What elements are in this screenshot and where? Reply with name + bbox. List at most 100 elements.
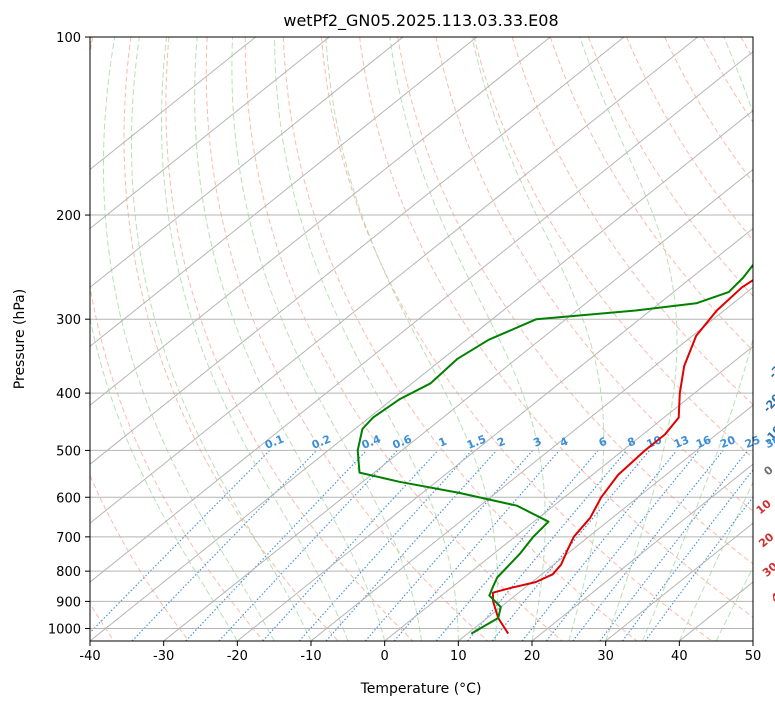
dry-adiabat — [397, 37, 753, 565]
x-tick-label: 20 — [524, 649, 541, 664]
dry-adiabat — [321, 37, 713, 641]
dry-adiabat — [435, 37, 753, 512]
isotherm — [163, 168, 753, 641]
mixing-ratio-label: 0.6 — [391, 432, 414, 451]
mixing-ratio-line — [393, 450, 560, 641]
y-tick-label: 400 — [56, 387, 81, 402]
moist-adiabat — [103, 37, 275, 641]
y-tick-label: 900 — [56, 595, 81, 610]
moist-adiabat — [90, 37, 238, 641]
moist-adiabat-label: 30 — [760, 560, 775, 580]
mixing-ratio-label: 20 — [718, 433, 737, 451]
background-lines — [90, 37, 753, 641]
isotherm — [90, 37, 477, 347]
x-tick-label: 10 — [450, 649, 467, 664]
dry-adiabat — [740, 37, 753, 60]
moist-adiabat — [231, 37, 422, 641]
mixing-ratio-label: 6 — [597, 435, 609, 450]
mixing-ratio-line — [644, 496, 753, 641]
moist-adiabat — [161, 37, 349, 641]
mixing-ratio-line — [621, 469, 753, 641]
isotherm — [310, 286, 753, 641]
dry-adiabat — [626, 37, 753, 241]
dry-adiabat-label: -20 — [761, 391, 775, 415]
y-axis: 100 200 300 400 500 600 700 800 900 1000 — [48, 31, 90, 637]
dry-adiabat — [282, 37, 638, 641]
moist-adiabat — [715, 566, 753, 641]
mixing-ratio-line — [599, 450, 749, 641]
x-axis: -40 -30 -20 -10 0 10 20 30 40 50 — [79, 641, 761, 664]
isotherm — [679, 581, 753, 641]
isotherm — [90, 37, 404, 289]
moist-adiabat-label: 10 — [754, 497, 774, 517]
isotherm — [90, 37, 698, 524]
dry-adiabat — [90, 474, 190, 641]
moist-adiabat — [471, 37, 605, 641]
moist-adiabat — [579, 37, 678, 641]
isotherm — [90, 51, 753, 583]
line-labels: -100-90-80-70-60-50-40-30-20-10010203040… — [263, 357, 775, 605]
moist-adiabat — [389, 37, 546, 641]
y-tick-label: 100 — [56, 31, 81, 46]
isotherm — [384, 345, 753, 641]
dewpoint-profile — [356, 263, 753, 635]
x-tick-label: 40 — [671, 649, 688, 664]
moist-adiabat — [325, 37, 499, 641]
mixing-ratio-line — [185, 450, 367, 641]
y-tick-label: 200 — [56, 209, 81, 224]
isotherm — [90, 37, 330, 230]
mixing-ratio-label: 0.4 — [360, 432, 383, 451]
x-tick-label: 30 — [597, 649, 614, 664]
profiles — [356, 263, 753, 635]
mixing-ratio-line — [572, 450, 724, 641]
y-tick-label: 300 — [56, 313, 81, 328]
mixing-ratio-line — [218, 450, 398, 641]
mixing-ratio-line — [262, 450, 439, 641]
moist-adiabat — [274, 37, 459, 641]
mixing-ratio-label: 13 — [672, 433, 691, 451]
mixing-ratio-line — [90, 450, 271, 634]
dry-adiabat — [90, 37, 264, 641]
moist-adiabat — [678, 481, 753, 641]
y-tick-label: 700 — [56, 531, 81, 546]
x-tick-label: -40 — [79, 649, 100, 664]
isotherm — [237, 227, 753, 641]
mixing-ratio-label: 2 — [495, 435, 507, 450]
dry-adiabat — [511, 37, 753, 406]
mixing-ratio-line — [545, 450, 700, 641]
x-tick-label: 0 — [381, 649, 389, 664]
moist-adiabat — [642, 37, 753, 641]
mixing-ratio-label: 16 — [694, 433, 713, 451]
mixing-ratio-line — [521, 450, 678, 641]
dry-adiabat — [473, 37, 753, 459]
plot-frame — [89, 36, 754, 642]
x-tick-label: 50 — [745, 649, 762, 664]
x-tick-label: -10 — [300, 649, 321, 664]
dry-adiabat — [165, 37, 414, 641]
isotherm — [90, 37, 551, 406]
moist-adiabat — [194, 37, 386, 641]
isotherm — [90, 37, 256, 171]
mixing-ratio-line — [435, 450, 599, 641]
moist-adiabat-label: 0 — [761, 463, 775, 478]
mixing-ratio-line — [491, 450, 650, 641]
y-tick-label: 500 — [56, 444, 81, 459]
dry-adiabat — [664, 37, 753, 184]
dry-adiabat — [205, 37, 488, 641]
moist-adiabat-label: 40 — [769, 585, 775, 605]
mixing-ratio-label: 30 — [764, 433, 775, 451]
chart-title: wetPf2_GN05.2025.113.03.33.E08 — [283, 11, 558, 31]
mixing-ratio-label: 0.1 — [263, 432, 286, 451]
mixing-ratio-label: 8 — [625, 435, 637, 450]
y-tick-label: 1000 — [48, 622, 81, 637]
mixing-ratio-line — [467, 450, 628, 641]
isotherm — [458, 404, 753, 641]
temperature-profile — [491, 278, 753, 635]
isotherm — [90, 109, 753, 641]
y-axis-label: Pressure (hPa) — [12, 289, 28, 389]
dry-adiabat — [123, 37, 339, 641]
isotherm — [531, 463, 753, 641]
x-axis-label: Temperature (°C) — [360, 681, 482, 697]
isotherm — [605, 522, 753, 641]
